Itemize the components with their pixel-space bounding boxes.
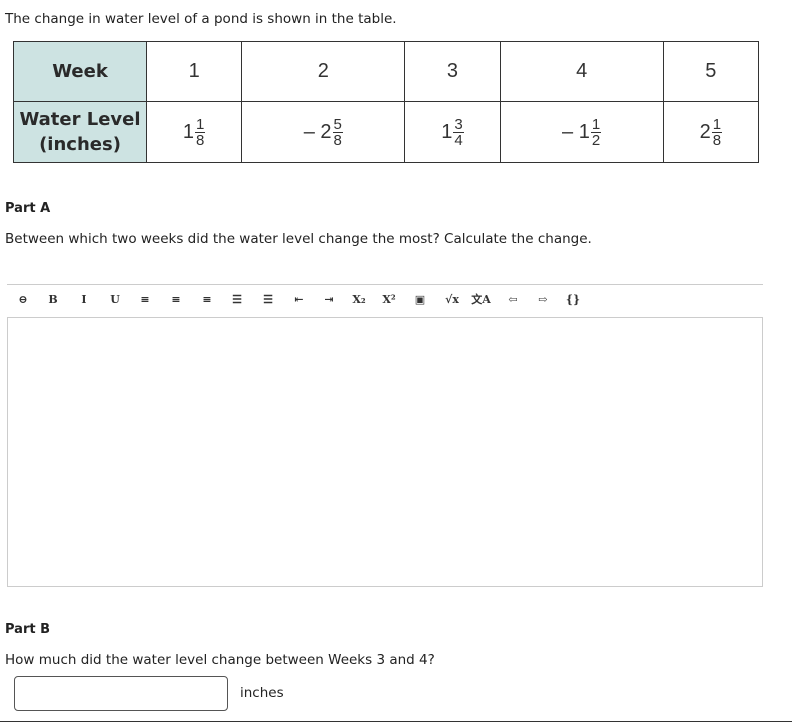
numerator: 5 [332,115,343,133]
sign: – [562,120,579,143]
translate-icon[interactable]: 文A [471,293,491,306]
intro-text: The change in water level of a pond is s… [5,11,397,27]
part-a-question: Between which two weeks did the water le… [5,231,592,247]
part-a-answer-editor[interactable] [7,317,763,587]
denominator: 8 [712,131,722,149]
week-cell: 1 [145,41,243,102]
numerator: 1 [195,115,206,133]
square-root-icon[interactable]: √x [445,293,459,306]
code-braces-icon[interactable]: {} [565,293,581,306]
denominator: 4 [454,131,463,149]
superscript-icon[interactable]: X² [382,293,396,306]
header-line: (inches) [39,134,121,155]
denominator: 2 [591,131,601,149]
align-left-icon[interactable]: ≡ [140,293,150,306]
numerator: 1 [711,115,723,133]
outdent-icon[interactable]: ⇤ [294,293,304,306]
week-cell: 5 [662,41,760,102]
italic-icon[interactable]: I [81,293,87,306]
redo-icon[interactable]: ⇨ [538,293,548,306]
image-icon[interactable]: ▣ [414,293,426,306]
link-icon[interactable]: ⊖ [18,293,28,306]
week-cell: 2 [241,41,406,102]
whole-number: 1 [182,120,195,143]
part-b-question: How much did the water level change betw… [5,652,435,668]
whole-number: 1 [441,120,453,143]
water-level-header: Water Level (inches) [13,101,147,163]
bold-icon[interactable]: B [48,293,58,306]
bulleted-list-icon[interactable]: ☰ [232,293,242,306]
whole-number: 2 [320,120,332,143]
week-cell: 4 [499,41,664,102]
week-cell: 3 [404,41,501,102]
sign: – [303,120,321,143]
part-b-label: Part B [5,622,51,637]
underline-icon[interactable]: U [110,293,120,306]
whole-number: 1 [578,120,590,143]
denominator: 8 [196,131,205,149]
indent-icon[interactable]: ⇥ [324,293,334,306]
numbered-list-icon[interactable]: ☰ [263,293,273,306]
toolbar-divider [7,284,763,285]
water-level-table: Week 1 2 3 4 5 Water Level (inches) 1 1 8– … [13,41,760,163]
header-line: Water Level [19,109,141,130]
whole-number: 2 [699,120,711,143]
subscript-icon[interactable]: X₂ [352,293,366,306]
align-center-icon[interactable]: ≡ [171,293,181,306]
part-a-label: Part A [5,201,51,216]
numerator: 1 [590,115,602,133]
week-header: Week [13,41,147,102]
bottom-divider [0,721,792,722]
undo-icon[interactable]: ⇦ [508,293,518,306]
denominator: 8 [333,131,342,149]
unit-label: inches [240,685,284,701]
numerator: 3 [453,115,464,133]
part-b-answer-input[interactable] [14,676,228,711]
align-right-icon[interactable]: ≡ [202,293,212,306]
